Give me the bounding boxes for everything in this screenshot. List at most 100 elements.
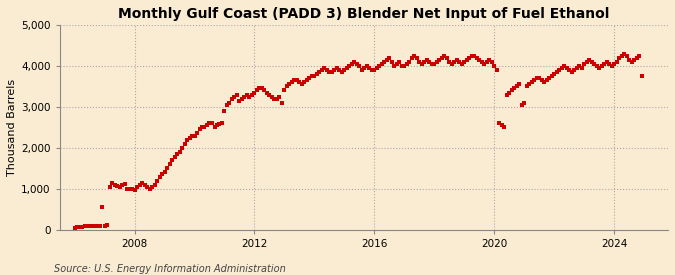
Point	[626, 60, 637, 64]
Point	[296, 82, 307, 87]
Point	[409, 53, 420, 58]
Point	[289, 78, 300, 82]
Point	[171, 152, 182, 156]
Point	[242, 92, 252, 97]
Point	[474, 57, 485, 62]
Point	[246, 92, 257, 97]
Point	[444, 60, 455, 64]
Point	[569, 68, 580, 72]
Point	[279, 88, 290, 93]
Point	[571, 66, 582, 70]
Point	[402, 62, 412, 66]
Point	[419, 60, 430, 64]
Point	[486, 60, 497, 64]
Point	[516, 103, 527, 107]
Point	[104, 185, 115, 189]
Title: Monthly Gulf Coast (PADD 3) Blender Net Input of Fuel Ethanol: Monthly Gulf Coast (PADD 3) Blender Net …	[118, 7, 610, 21]
Point	[84, 224, 95, 228]
Point	[344, 64, 355, 68]
Point	[531, 76, 542, 80]
Point	[496, 123, 507, 128]
Point	[74, 225, 85, 229]
Point	[259, 88, 270, 93]
Point	[142, 185, 153, 189]
Point	[342, 66, 352, 70]
Point	[392, 62, 402, 66]
Point	[578, 62, 589, 66]
Point	[311, 72, 322, 76]
Point	[502, 92, 512, 97]
Point	[406, 56, 417, 60]
Point	[321, 68, 332, 72]
Point	[367, 68, 377, 72]
Point	[207, 121, 217, 125]
Point	[79, 224, 90, 229]
Point	[364, 66, 375, 70]
Point	[202, 123, 213, 128]
Point	[209, 125, 220, 130]
Point	[637, 74, 647, 78]
Point	[469, 53, 480, 58]
Point	[594, 66, 605, 70]
Point	[559, 64, 570, 68]
Point	[139, 183, 150, 187]
Point	[621, 53, 632, 58]
Point	[234, 98, 245, 103]
Point	[599, 62, 610, 66]
Point	[346, 62, 357, 66]
Point	[519, 101, 530, 105]
Point	[194, 127, 205, 131]
Point	[434, 57, 445, 62]
Point	[211, 123, 222, 128]
Point	[269, 97, 280, 101]
Point	[134, 183, 145, 187]
Point	[562, 66, 572, 70]
Point	[526, 80, 537, 84]
Point	[377, 62, 387, 66]
Point	[414, 60, 425, 64]
Point	[354, 64, 364, 68]
Point	[164, 162, 175, 166]
Point	[499, 125, 510, 130]
Point	[221, 103, 232, 107]
Point	[452, 57, 462, 62]
Point	[122, 187, 132, 191]
Point	[494, 121, 505, 125]
Point	[314, 70, 325, 74]
Point	[624, 57, 634, 62]
Point	[596, 64, 607, 68]
Point	[217, 121, 227, 125]
Point	[431, 60, 442, 64]
Point	[491, 68, 502, 72]
Point	[252, 88, 263, 93]
Point	[114, 185, 125, 189]
Point	[184, 135, 195, 140]
Point	[146, 185, 157, 189]
Point	[286, 80, 297, 84]
Point	[336, 70, 347, 74]
Point	[72, 225, 82, 230]
Point	[274, 94, 285, 99]
Point	[249, 90, 260, 95]
Point	[541, 78, 552, 82]
Point	[361, 64, 372, 68]
Point	[227, 97, 238, 101]
Point	[429, 62, 439, 66]
Point	[352, 62, 362, 66]
Point	[317, 68, 327, 72]
Point	[544, 76, 555, 80]
Point	[127, 187, 138, 191]
Point	[411, 56, 422, 60]
Point	[609, 62, 620, 66]
Point	[306, 74, 317, 78]
Point	[284, 82, 295, 87]
Point	[264, 92, 275, 97]
Point	[174, 150, 185, 154]
Point	[566, 70, 577, 74]
Point	[89, 224, 100, 228]
Y-axis label: Thousand Barrels: Thousand Barrels	[7, 79, 17, 176]
Point	[446, 62, 457, 66]
Point	[436, 56, 447, 60]
Point	[117, 183, 128, 187]
Point	[97, 205, 107, 210]
